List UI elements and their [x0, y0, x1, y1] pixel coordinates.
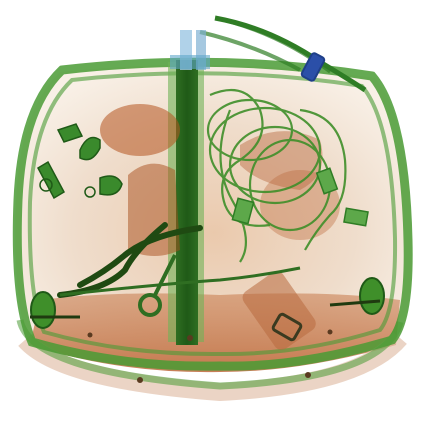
corner-wheels: [30, 277, 385, 329]
rivets: [87, 329, 333, 383]
backpack-frame: [12, 57, 413, 390]
organic-items: [100, 104, 340, 350]
base-bar: [59, 266, 301, 297]
cable-connectors: [231, 167, 369, 227]
coiled-cable: [206, 88, 347, 263]
bottom-rail-right: [329, 299, 381, 307]
strap-buckle: [300, 52, 326, 82]
buckle: [271, 312, 303, 342]
zipper-pullers: [37, 123, 123, 200]
scissors: [138, 254, 177, 317]
